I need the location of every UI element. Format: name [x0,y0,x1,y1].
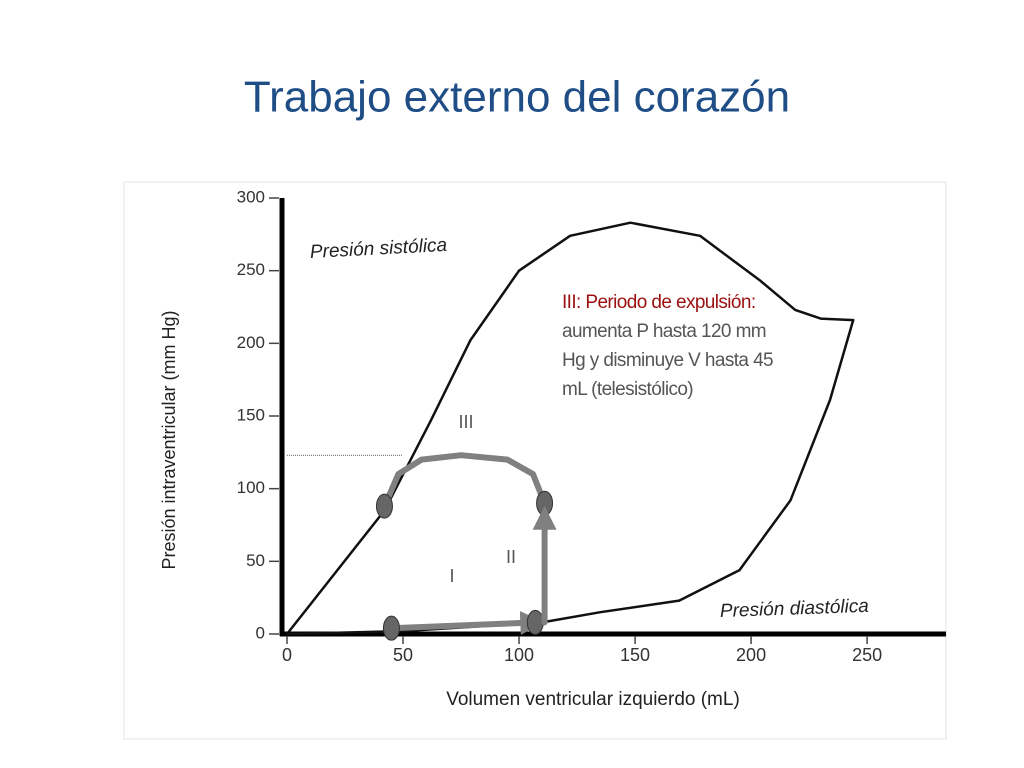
x-axis-label: Volumen ventricular izquierdo (mL) [446,689,740,710]
phase-label: III [458,412,473,432]
y-tick-label: 50 [246,551,265,570]
y-tick-label: 200 [237,333,265,352]
loop-point [536,490,554,516]
loop-point [526,609,544,635]
phase-label: II [506,547,516,567]
chart-frame [123,181,947,740]
y-tick-label: 100 [237,478,265,497]
loop-point [382,615,400,641]
annotation-highlight: III: Periodo de expulsión: [562,292,756,313]
annotation-text: aumenta P hasta 120 mm Hg y disminuye V … [562,321,774,400]
loop-segment [388,611,545,635]
y-tick-label: 150 [237,405,265,424]
x-tick-label: 50 [393,645,413,665]
x-tick-label: 0 [282,645,292,665]
annotation: III: Periodo de expulsión: aumenta P has… [562,288,777,404]
x-tick-label: 100 [504,645,534,665]
phase-label: I [449,566,454,586]
y-axis-label: Presión intraventricular (mm Hg) [159,310,179,569]
curve [285,221,855,636]
loop-point [375,493,393,519]
x-tick-label: 250 [852,645,882,665]
loop-segment [381,452,548,510]
curve-label: Presión diastólica [720,596,870,622]
y-tick-label: 300 [237,187,265,206]
x-tick-label: 150 [620,645,650,665]
x-tick-label: 200 [736,645,766,665]
slide-title: Trabajo externo del corazón [244,73,790,122]
y-tick-label: 0 [256,623,265,642]
y-tick-label: 250 [237,260,265,279]
